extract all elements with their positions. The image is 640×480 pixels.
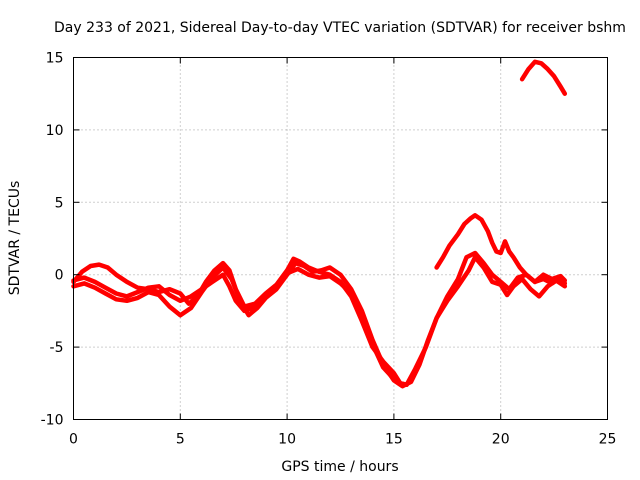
x-tick-label: 25 — [599, 432, 617, 448]
series-line-trace-2 — [71, 255, 568, 389]
y-tick-label: 15 — [46, 51, 64, 67]
x-tick-label: 15 — [385, 432, 403, 448]
x-axis-label: GPS time / hours — [281, 459, 398, 475]
axis-ticks: 0 5 10 15 20 25 -10 -5 0 5 10 15 — [41, 51, 617, 448]
plot-frame — [73, 57, 608, 420]
x-tick-label: 0 — [69, 432, 78, 448]
grid — [73, 57, 608, 420]
x-tick-label: 20 — [492, 432, 510, 448]
chart-title: Day 233 of 2021, Sidereal Day-to-day VTE… — [54, 20, 626, 36]
series-line-trace-3 — [71, 266, 409, 387]
series-line-trace-4 — [434, 213, 568, 285]
y-axis-label: SDTVAR / TECUs — [7, 181, 23, 296]
x-tick-label: 5 — [176, 432, 185, 448]
series-line-trace-5 — [519, 59, 568, 96]
y-tick-label: 10 — [46, 123, 64, 139]
y-tick-label: -5 — [50, 340, 64, 356]
y-tick-label: -10 — [41, 413, 64, 429]
y-tick-label: 5 — [55, 195, 64, 211]
y-tick-label: 0 — [55, 268, 64, 284]
x-tick-label: 10 — [278, 432, 296, 448]
series-group — [71, 59, 568, 389]
